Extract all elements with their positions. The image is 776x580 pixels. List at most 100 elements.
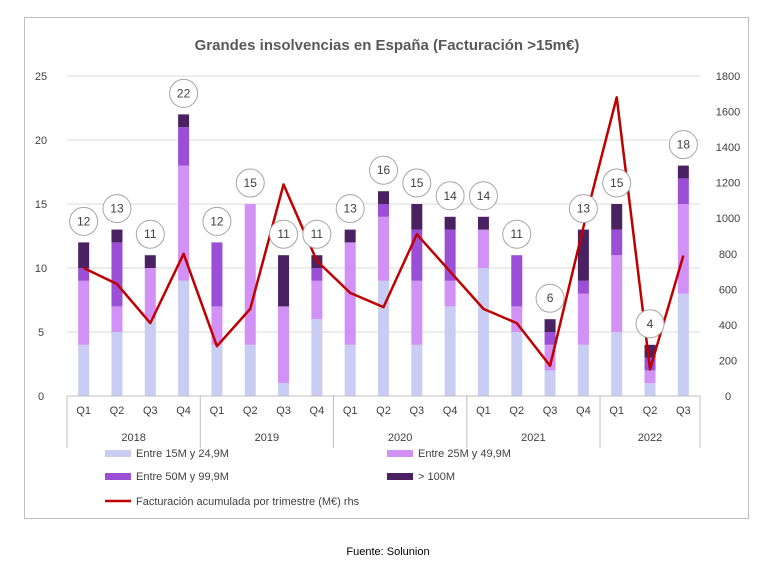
bar-segment-s1-q7 bbox=[311, 280, 323, 320]
y-right-tick-7: 1400 bbox=[716, 142, 740, 154]
line-series bbox=[83, 96, 685, 371]
bar-segment-s0-q11 bbox=[444, 306, 456, 396]
y-left-tick-3: 15 bbox=[35, 199, 47, 211]
bar-segment-s1-q2 bbox=[144, 268, 156, 320]
bar-segment-s0-q1 bbox=[111, 332, 123, 396]
chart-title: Grandes insolvencias en España (Facturac… bbox=[195, 37, 580, 54]
bar-segment-s1-q5 bbox=[244, 204, 256, 345]
year-label-0: 2018 bbox=[121, 432, 145, 444]
bar-segment-s0-q2 bbox=[144, 319, 156, 396]
x-tick-18: Q3 bbox=[676, 405, 691, 417]
bar-segment-s3-q12 bbox=[477, 216, 489, 230]
bar-segment-s2-q14 bbox=[544, 332, 556, 345]
total-label-4: 12 bbox=[210, 214, 224, 228]
legend: Entre 15M y 24,9M Entre 25M y 49,9M Entre … bbox=[105, 448, 511, 508]
bar-segment-s2-q10 bbox=[411, 229, 423, 281]
source-note: Fuente: Solunion bbox=[346, 546, 430, 558]
legend-label-0: Entre 15M y 24,9M bbox=[136, 448, 229, 460]
bar-segment-s3-q18 bbox=[677, 165, 689, 179]
bar-segment-s3-q10 bbox=[411, 204, 423, 230]
legend-swatch-0 bbox=[105, 450, 131, 457]
bar-segment-s3-q2 bbox=[144, 255, 156, 268]
x-tick-15: Q4 bbox=[576, 405, 591, 417]
x-tick-17: Q2 bbox=[643, 405, 658, 417]
bar-segment-s1-q15 bbox=[577, 293, 589, 345]
legend-swatch-3 bbox=[387, 473, 413, 480]
x-tick-3: Q4 bbox=[176, 405, 191, 417]
bar-segment-s1-q14 bbox=[544, 344, 556, 371]
bar-segment-s3-q9 bbox=[378, 191, 389, 204]
x-tick-4: Q1 bbox=[210, 405, 225, 417]
bar-segment-s1-q1 bbox=[111, 306, 123, 332]
bar-segment-s3-q0 bbox=[78, 242, 90, 268]
x-tick-1: Q2 bbox=[110, 405, 125, 417]
x-tick-14: Q3 bbox=[543, 405, 558, 417]
total-bubble-16 bbox=[602, 168, 632, 198]
total-label-3: 22 bbox=[177, 86, 191, 100]
x-tick-9: Q2 bbox=[376, 405, 391, 417]
bar-segment-s1-q0 bbox=[78, 280, 90, 345]
total-bubble-3 bbox=[169, 78, 199, 108]
total-label-11: 14 bbox=[443, 189, 457, 203]
total-bubble-9 bbox=[369, 155, 398, 185]
bars bbox=[78, 114, 689, 396]
y-right-tick-1: 200 bbox=[719, 355, 737, 367]
total-bubble-4 bbox=[202, 206, 232, 236]
total-label-15: 13 bbox=[577, 202, 591, 216]
bar-segment-s0-q15 bbox=[577, 344, 589, 396]
x-tick-16: Q1 bbox=[609, 405, 624, 417]
bar-segment-s3-q15 bbox=[577, 229, 589, 281]
bar-segment-s2-q0 bbox=[78, 268, 90, 281]
bar-segment-s3-q6 bbox=[278, 255, 290, 307]
total-bubble-12 bbox=[468, 181, 498, 211]
x-tick-8: Q1 bbox=[343, 405, 358, 417]
bar-segment-s0-q17 bbox=[644, 383, 656, 396]
total-label-10: 15 bbox=[410, 176, 424, 190]
year-label-3: 2021 bbox=[521, 432, 545, 444]
bar-segment-s0-q10 bbox=[411, 344, 423, 396]
x-tick-11: Q4 bbox=[443, 405, 458, 417]
total-bubble-7 bbox=[302, 219, 332, 249]
total-label-14: 6 bbox=[547, 291, 554, 305]
y-right-tick-3: 600 bbox=[719, 284, 737, 296]
y-right-tick-0: 0 bbox=[725, 391, 731, 403]
y-right-tick-8: 1600 bbox=[716, 107, 740, 119]
legend-label-2: Entre 50M y 99,9M bbox=[136, 471, 229, 483]
total-bubble-0 bbox=[69, 206, 99, 236]
total-bubble-2 bbox=[135, 219, 165, 249]
legend-label-1: Entre 25M y 49,9M bbox=[418, 448, 511, 460]
bar-segment-s0-q6 bbox=[278, 383, 290, 396]
bar-segment-s1-q11 bbox=[444, 280, 456, 307]
bar-segment-s0-q14 bbox=[544, 370, 556, 396]
x-tick-7: Q4 bbox=[310, 405, 325, 417]
chart-svg: Grandes insolvencias en España (Facturac… bbox=[35, 37, 740, 508]
bar-segment-s0-q8 bbox=[344, 344, 356, 396]
bar-segment-s1-q4 bbox=[211, 306, 223, 345]
x-tick-2: Q3 bbox=[143, 405, 158, 417]
bar-segment-s1-q18 bbox=[677, 204, 689, 294]
bar-segment-s3-q8 bbox=[344, 229, 356, 243]
bar-segment-s3-q3 bbox=[178, 114, 190, 128]
y-left-tick-4: 20 bbox=[35, 135, 47, 147]
y-left-tick-5: 25 bbox=[35, 71, 47, 83]
total-labels: 12 13 11 22 12 15 11 11 13 16 15 14 14 11 6 13 15 4 18 bbox=[69, 78, 698, 339]
legend-label-3: > 100M bbox=[418, 471, 455, 483]
x-tick-6: Q3 bbox=[276, 405, 291, 417]
x-tick-5: Q2 bbox=[243, 405, 258, 417]
bar-segment-s2-q3 bbox=[178, 127, 190, 166]
legend-swatch-1 bbox=[387, 450, 413, 457]
total-bubble-10 bbox=[402, 168, 432, 198]
total-label-5: 15 bbox=[244, 176, 258, 190]
total-bubble-15 bbox=[568, 194, 598, 224]
bar-segment-s0-q5 bbox=[244, 344, 256, 396]
bar-segment-s2-q16 bbox=[611, 229, 623, 256]
bar-segment-s1-q13 bbox=[511, 306, 523, 332]
bar-segment-s3-q1 bbox=[111, 229, 123, 243]
bar-segment-s2-q13 bbox=[511, 255, 523, 307]
year-label-2: 2020 bbox=[388, 432, 412, 444]
legend-swatch-2 bbox=[105, 473, 131, 480]
bar-segment-s2-q4 bbox=[211, 242, 223, 307]
total-label-18: 18 bbox=[677, 138, 691, 152]
y-right-tick-6: 1200 bbox=[716, 178, 740, 190]
bar-segment-s3-q11 bbox=[444, 216, 456, 230]
